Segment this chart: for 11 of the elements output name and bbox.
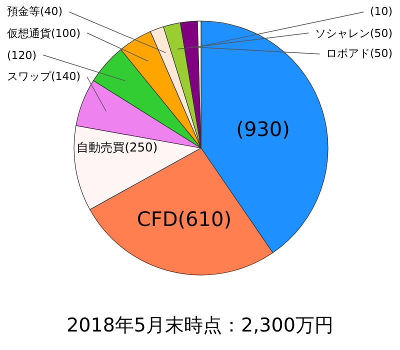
data-label: (120) [7, 49, 37, 62]
data-label: (10) [370, 5, 393, 18]
text: 2018年5月末時点：2,300万円 [66, 314, 334, 337]
slice-label: ロボアド(50) [326, 47, 393, 60]
slice-label: スワップ(140) [7, 70, 81, 83]
slice-label: 預金等(40) [7, 5, 63, 18]
data-label: (930) [236, 116, 290, 141]
slice-label: 仮想通貨(100) [7, 27, 81, 40]
slice-label: CFD(610) [136, 207, 232, 232]
slice-label: ソシャレン(50) [315, 27, 393, 40]
slice-label: 自動売買(250) [76, 140, 158, 154]
